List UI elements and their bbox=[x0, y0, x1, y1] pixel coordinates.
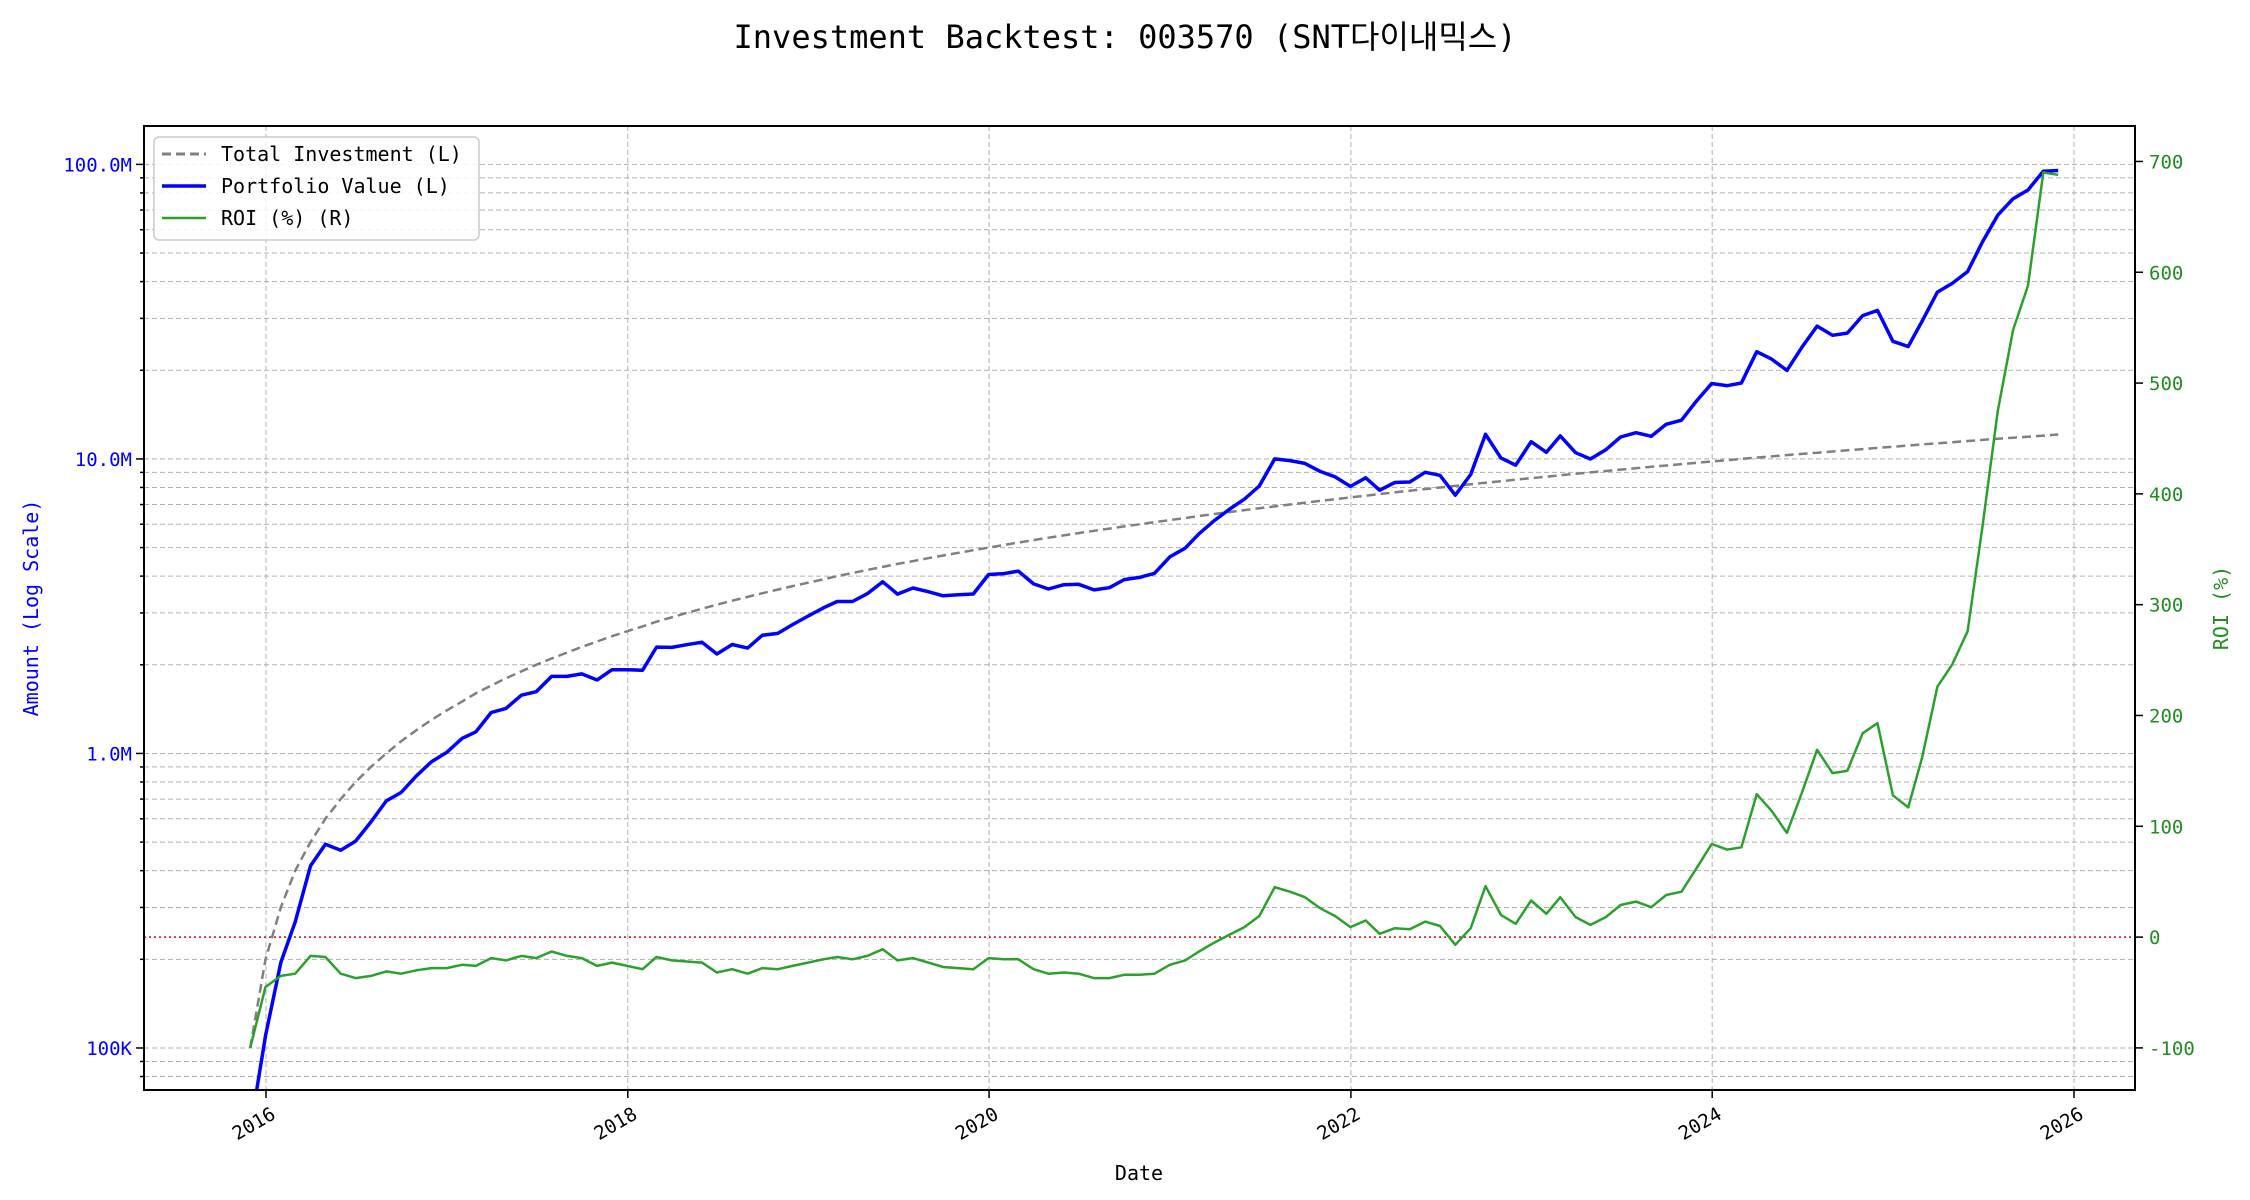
gridlines bbox=[144, 126, 2135, 1090]
series-lines bbox=[248, 168, 2059, 1090]
right-tick-label: 0 bbox=[2149, 927, 2160, 949]
x-tick-label: 2018 bbox=[590, 1103, 641, 1145]
x-tick-label: 2026 bbox=[2037, 1103, 2088, 1145]
x-tick-label: 2022 bbox=[1314, 1103, 1365, 1145]
legend-portfolio-label: Portfolio Value (L) bbox=[221, 174, 450, 198]
legend-investment-label: Total Investment (L) bbox=[221, 142, 462, 166]
roi-line-group bbox=[248, 171, 2059, 1049]
x-axis: 2016 2018 2020 2022 2024 2026 bbox=[229, 1090, 2088, 1145]
x-tick-label: 2016 bbox=[229, 1103, 280, 1145]
x-axis-label: Date bbox=[1115, 1161, 1163, 1185]
portfolio-value-line bbox=[254, 168, 2059, 1090]
x-tick-label: 2024 bbox=[1675, 1103, 1726, 1145]
legend-roi-label: ROI (%) (R) bbox=[221, 206, 353, 230]
right-tick-label: 200 bbox=[2149, 705, 2183, 727]
left-tick-label: 1.0M bbox=[86, 743, 132, 765]
right-tick-label: 400 bbox=[2149, 484, 2183, 506]
total-investment-line bbox=[248, 433, 2059, 1049]
plot-frame bbox=[143, 125, 2136, 1091]
left-y-axis: 100.0M 10.0M 1.0M 100K bbox=[63, 154, 144, 1078]
right-y-axis: -100 0 100 200 300 400 500 600 700 bbox=[2135, 151, 2195, 1060]
right-tick-label: 300 bbox=[2149, 595, 2183, 617]
legend-box bbox=[153, 136, 480, 241]
legend: Total Investment (L) Portfolio Value (L)… bbox=[153, 136, 480, 241]
left-tick-label: 10.0M bbox=[75, 449, 132, 471]
portfolio-value-line-group bbox=[254, 168, 2059, 1090]
right-tick-label: 500 bbox=[2149, 373, 2183, 395]
roi-line bbox=[248, 171, 2059, 1049]
total-investment-line-group bbox=[248, 433, 2059, 1049]
right-y-axis-label: ROI (%) bbox=[2209, 566, 2233, 650]
right-tick-label: 700 bbox=[2149, 151, 2183, 173]
left-y-axis-label: Amount (Log Scale) bbox=[19, 500, 43, 717]
left-tick-label: 100.0M bbox=[63, 154, 132, 176]
x-tick-label: 2020 bbox=[952, 1103, 1003, 1145]
chart-title: Investment Backtest: 003570 (SNT다이내믹스) bbox=[734, 18, 1517, 56]
right-tick-label: 600 bbox=[2149, 262, 2183, 284]
right-tick-label: -100 bbox=[2149, 1038, 2195, 1060]
left-tick-label: 100K bbox=[86, 1038, 132, 1060]
right-tick-label: 100 bbox=[2149, 816, 2183, 838]
